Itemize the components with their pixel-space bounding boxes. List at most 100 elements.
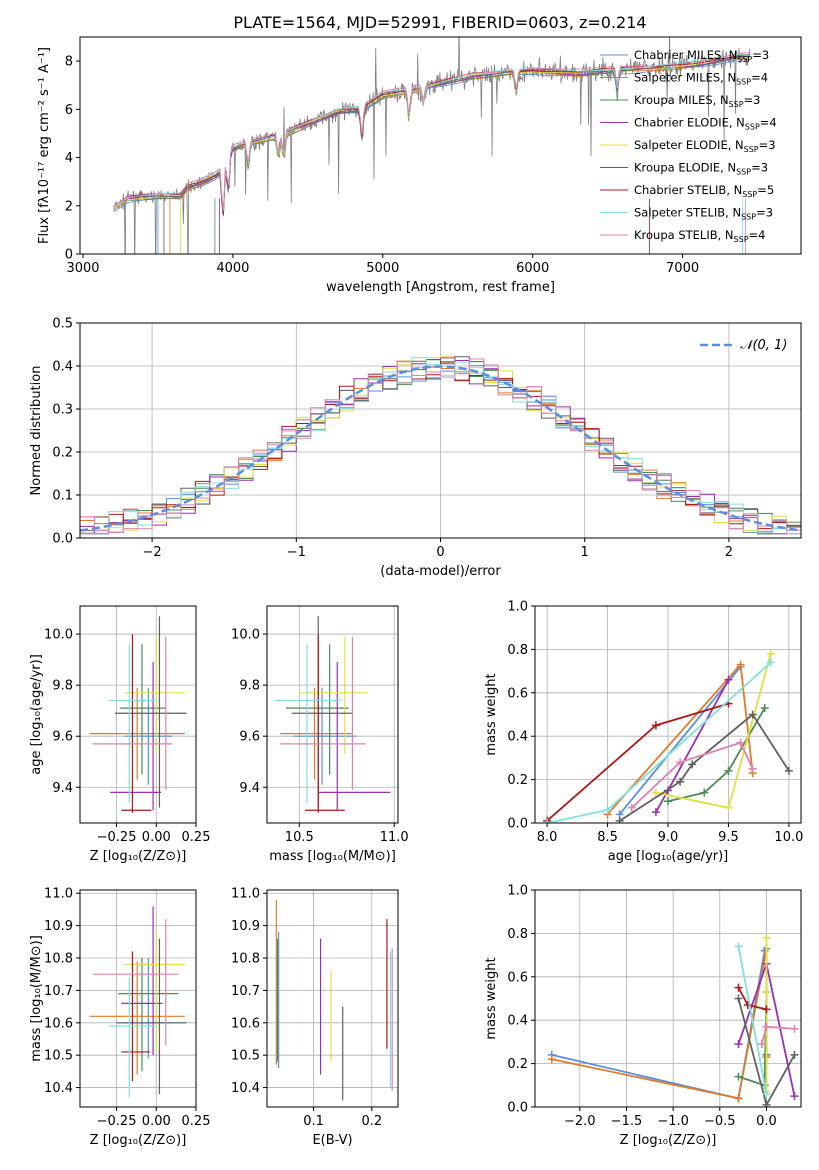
y-tick-label: 11.0 [231, 887, 260, 902]
mass-weight-marker [543, 819, 552, 823]
legend-entry: Chabrier MILES, NSSP=3 [634, 48, 769, 64]
mass-weight-marker [762, 1089, 771, 1098]
mass-weight-marker [748, 764, 757, 773]
y-tick-label: 9.4 [239, 781, 260, 796]
mass-weight-marker [790, 1092, 799, 1101]
legend-label: Chabrier ELODIE, N [634, 116, 745, 130]
mass-weight-marker [762, 987, 771, 996]
y-tick-label: 1.0 [507, 600, 528, 615]
y-tick-label: 1.0 [507, 884, 528, 899]
legend-subscript: SSP [736, 168, 751, 177]
mass-weight-marker [790, 1024, 799, 1033]
y-tick-label: 0 [65, 248, 73, 263]
x-tick-label: 0.0 [756, 1114, 777, 1129]
x-tick-label: −2 [143, 545, 162, 560]
y-tick-label: 0.2 [507, 773, 528, 788]
y-tick-label: 9.6 [239, 730, 260, 745]
legend-subscript: SSP [729, 100, 744, 109]
x-tick-label: 0 [436, 545, 444, 560]
mass-weight-line [631, 741, 754, 809]
observed-spectrum [113, 37, 751, 254]
y-axis-label: Flux [fλ10⁻¹⁷ erg cm⁻² s⁻¹ A⁻¹] [37, 47, 52, 244]
plot-area [267, 890, 398, 1107]
metallicity-massweight-panel: −2.0 −1.5 −1.0 −0.5 0.0 0.0 0.2 0.4 0.6 0.8 1.0 Z [… [484, 884, 802, 1148]
mass-weight-marker [603, 805, 612, 814]
y-tick-label: 10.4 [231, 1081, 260, 1096]
x-tick-label: 8.5 [597, 830, 618, 845]
x-tick-label: −1 [287, 545, 306, 560]
mass-weight-marker [734, 1040, 743, 1049]
residual-histogram [80, 355, 801, 535]
legend-entry: 𝒩(0, 1) [740, 338, 787, 353]
legend-entry: Kroupa STELIB, NSSP=4 [634, 228, 765, 244]
legend-subscript: SSP [745, 123, 760, 132]
y-axis-label: mass [log₁₀(M/M⊙)] [29, 935, 44, 1062]
legend-entry: Chabrier ELODIE, NSSP=4 [634, 116, 777, 132]
mass-weight-marker [676, 758, 685, 767]
axes-frame [79, 889, 197, 1108]
y-tick-label: 0.8 [507, 643, 528, 658]
legend-label: Kroupa MILES, N [634, 93, 729, 107]
y-tick-label: 10.9 [44, 919, 73, 934]
legend-count: =3 [744, 93, 761, 107]
y-tick-label: 0.1 [52, 489, 73, 504]
metallicity-age-panel: −0.25 0.00 0.25 9.4 9.6 9.8 10.0 Z [log₁₀(Z/Z⊙)… [29, 605, 210, 864]
x-axis-label: Z [log₁₀(Z/Z⊙)] [620, 1133, 717, 1148]
model-spectrum [113, 54, 749, 213]
axes-frame [534, 889, 802, 1108]
x-tick-label: −2.0 [564, 1114, 596, 1129]
mass-weight-marker [627, 803, 636, 812]
legend-entry: Salpeter MILES, NSSP=4 [634, 71, 768, 87]
plot-area [535, 606, 801, 823]
mass-weight-marker [664, 797, 672, 806]
model-spectrum [113, 53, 749, 211]
y-tick-label: 9.4 [52, 781, 73, 796]
y-tick-label: 0.6 [507, 970, 528, 985]
mass-weight-marker [760, 703, 769, 712]
x-axis-label: wavelength [Angstrom, rest frame] [326, 280, 555, 295]
x-tick-label: 5000 [366, 261, 399, 276]
y-tick-label: 10.5 [231, 1049, 260, 1064]
plot-area [535, 890, 801, 1107]
legend-label: Salpeter MILES, N [634, 71, 736, 85]
x-tick-label: 0.1 [303, 1114, 324, 1129]
axes-frame [266, 889, 399, 1108]
y-tick-label: 0.4 [52, 360, 73, 375]
x-tick-label: −0.25 [97, 1114, 137, 1129]
legend-count: =3 [751, 161, 768, 175]
mass-weight-line [737, 946, 768, 1095]
mass-weight-line [655, 679, 730, 813]
legend-entry: Kroupa ELODIE, NSSP=3 [634, 161, 768, 177]
x-axis-label: Z [log₁₀(Z/Z⊙)] [90, 849, 187, 864]
legend-count: =3 [752, 48, 769, 62]
residual-histogram-panel: −2 −1 0 1 2 0.0 0.1 0.2 0.3 0.4 0.5 (data-model)/er… [29, 317, 802, 579]
mass-weight-marker [734, 983, 743, 992]
mass-weight-marker [724, 675, 733, 684]
mass-weight-marker [762, 1005, 771, 1014]
legend-label: Salpeter ELODIE, N [634, 138, 744, 152]
axes-frame [79, 36, 802, 255]
mass-weight-marker [762, 1022, 771, 1031]
plot-area [80, 890, 196, 1107]
axes-frame [266, 605, 399, 824]
y-tick-label: 0.0 [507, 1101, 528, 1116]
x-tick-label: 2 [725, 545, 733, 560]
mass-weight-line [619, 713, 790, 822]
mass-weight-marker [734, 1094, 743, 1103]
x-tick-label: 0.25 [182, 1114, 211, 1129]
y-tick-label: 2 [65, 199, 73, 214]
mass-weight-marker [734, 1072, 743, 1081]
legend-subscript: SSP [742, 190, 757, 199]
legend-count: =5 [757, 183, 774, 197]
legend-label: Salpeter STELIB, N [634, 206, 741, 220]
mass-weight-line [618, 666, 742, 815]
mass-weight-marker [734, 994, 743, 1003]
x-axis-label: E(B-V) [312, 1133, 352, 1148]
legend-count: =3 [756, 206, 773, 220]
mass-weight-marker [736, 738, 745, 747]
extinction-mass-panel: 0.1 0.2 10.4 10.5 10.6 10.7 10.8 10.9 11.0 E(B-V) [231, 887, 399, 1148]
mass-weight-marker [547, 1055, 556, 1064]
x-tick-label: −0.5 [704, 1114, 736, 1129]
y-tick-label: 10.5 [44, 1049, 73, 1064]
x-axis-label: age [log₁₀(age/yr)] [608, 849, 729, 864]
